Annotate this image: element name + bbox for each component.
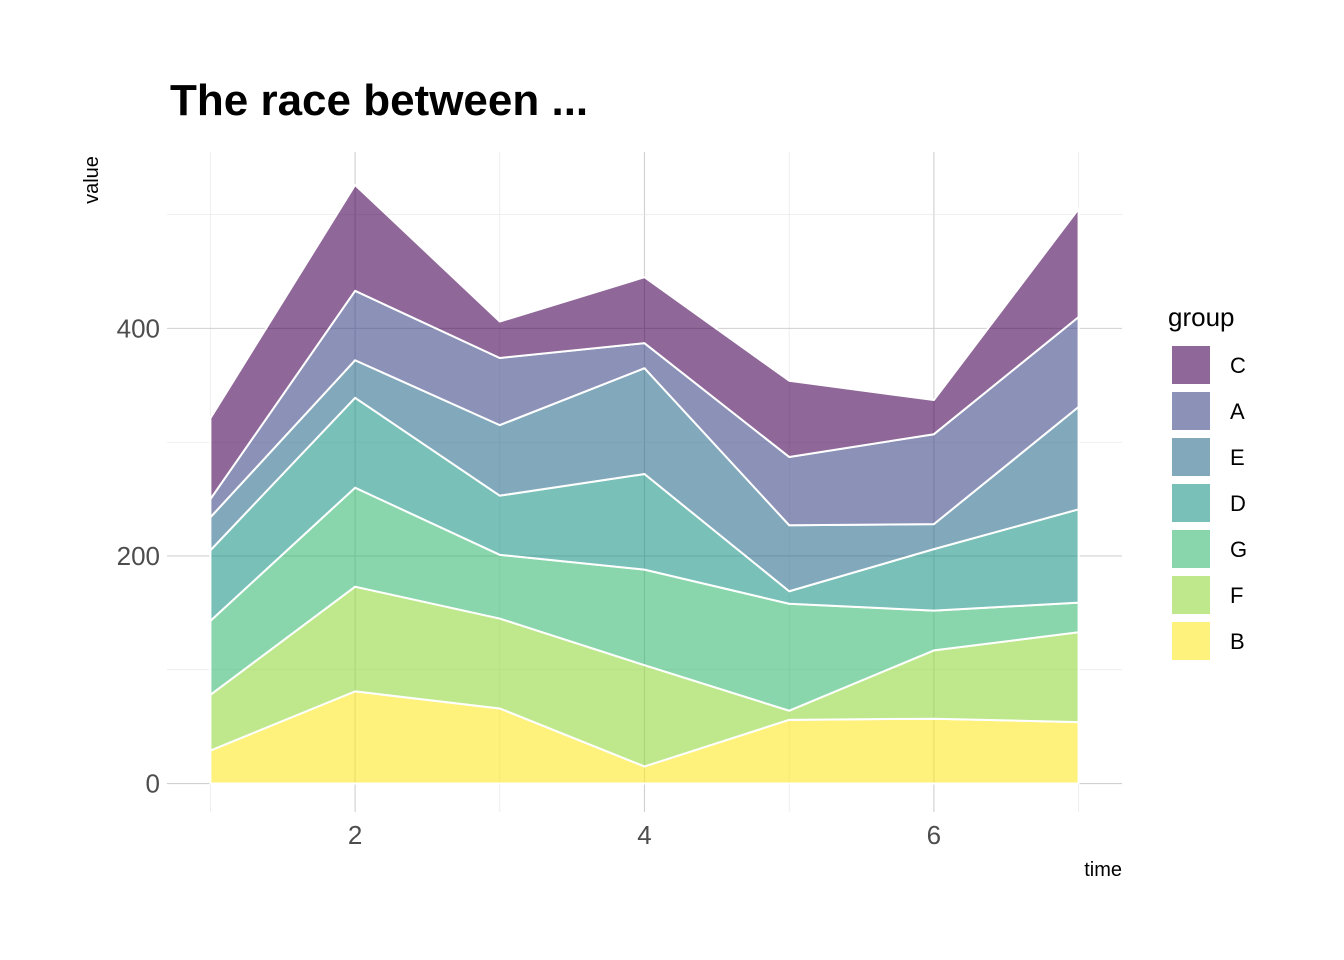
stacked-areas: [209, 184, 1080, 785]
y-axis-ticks: 0 200 400: [117, 313, 160, 798]
legend-swatch-g: [1172, 530, 1210, 568]
y-tick-label: 200: [117, 541, 160, 571]
y-axis-title: value: [81, 156, 103, 204]
legend-label-a: A: [1230, 399, 1245, 424]
legend-label-g: G: [1230, 537, 1247, 562]
x-axis-ticks: 2 4 6: [348, 820, 941, 850]
legend-swatch-c: [1172, 346, 1210, 384]
legend-label-e: E: [1230, 445, 1245, 470]
legend-label-f: F: [1230, 583, 1243, 608]
legend-swatch-b: [1172, 622, 1210, 660]
area-series-c: [209, 184, 1080, 501]
legend-label-b: B: [1230, 629, 1245, 654]
x-tick-label: 2: [348, 820, 362, 850]
legend-label-c: C: [1230, 353, 1246, 378]
x-tick-label: 6: [927, 820, 941, 850]
legend-swatch-f: [1172, 576, 1210, 614]
legend-swatch-a: [1172, 392, 1210, 430]
y-tick-label: 0: [146, 769, 160, 799]
legend-swatch-d: [1172, 484, 1210, 522]
legend-title: group: [1168, 302, 1235, 332]
x-tick-label: 4: [637, 820, 651, 850]
chart-title: The race between ...: [170, 76, 588, 125]
legend-swatch-e: [1172, 438, 1210, 476]
y-tick-label: 400: [117, 313, 160, 343]
x-axis-title: time: [1084, 859, 1122, 881]
legend-label-d: D: [1230, 491, 1246, 516]
